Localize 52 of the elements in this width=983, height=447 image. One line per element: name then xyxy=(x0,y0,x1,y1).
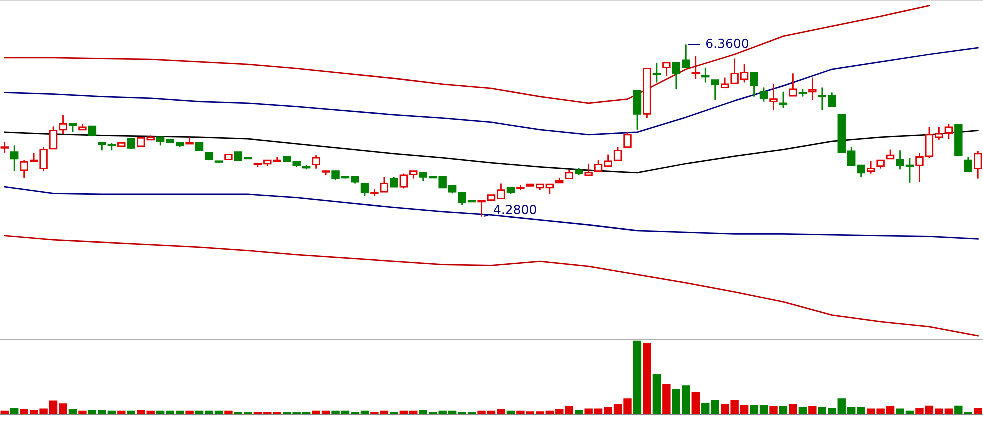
bar xyxy=(186,410,194,414)
bar xyxy=(68,409,78,414)
candlestick xyxy=(974,150,982,180)
candlestick xyxy=(760,87,768,102)
candlestick xyxy=(808,77,817,101)
candlestick xyxy=(10,144,19,172)
candlestick xyxy=(692,56,700,80)
bar xyxy=(565,406,574,414)
bar xyxy=(118,410,126,414)
bar xyxy=(224,410,233,414)
candlestick xyxy=(886,149,895,160)
candlestick xyxy=(779,91,788,110)
candlestick xyxy=(390,176,398,188)
bar xyxy=(506,410,516,414)
bar xyxy=(808,406,817,414)
bar xyxy=(643,343,652,414)
candlestick xyxy=(866,160,876,175)
bar xyxy=(662,384,671,414)
candlestick xyxy=(127,138,136,150)
candlestick xyxy=(750,72,758,98)
candlestick xyxy=(584,163,593,176)
candlestick xyxy=(652,62,662,84)
candlestick xyxy=(312,154,320,170)
candlestick xyxy=(702,67,710,84)
candlestick xyxy=(624,132,632,148)
bar xyxy=(770,406,778,414)
bar xyxy=(78,410,87,414)
bar xyxy=(702,402,710,414)
bar xyxy=(0,410,9,414)
bar xyxy=(652,374,662,414)
annotation: 4.2800 xyxy=(494,204,536,214)
candlestick xyxy=(770,84,778,111)
candlestick xyxy=(789,72,798,97)
bar xyxy=(798,407,808,414)
candlestick xyxy=(360,183,370,197)
candlestick xyxy=(711,80,720,101)
candlestick xyxy=(662,62,671,77)
bar xyxy=(789,404,798,414)
candlestick xyxy=(633,90,642,131)
bar xyxy=(137,410,146,414)
bar xyxy=(974,408,982,414)
annotation: 6.3600 xyxy=(706,38,749,48)
bar xyxy=(779,406,788,414)
bar xyxy=(692,392,700,414)
candlestick xyxy=(964,156,972,172)
bar xyxy=(146,410,155,414)
candlestick xyxy=(0,142,9,154)
bar xyxy=(711,400,720,414)
bar xyxy=(127,410,136,414)
bar xyxy=(633,340,642,414)
bar xyxy=(574,410,584,414)
bar xyxy=(10,408,19,414)
